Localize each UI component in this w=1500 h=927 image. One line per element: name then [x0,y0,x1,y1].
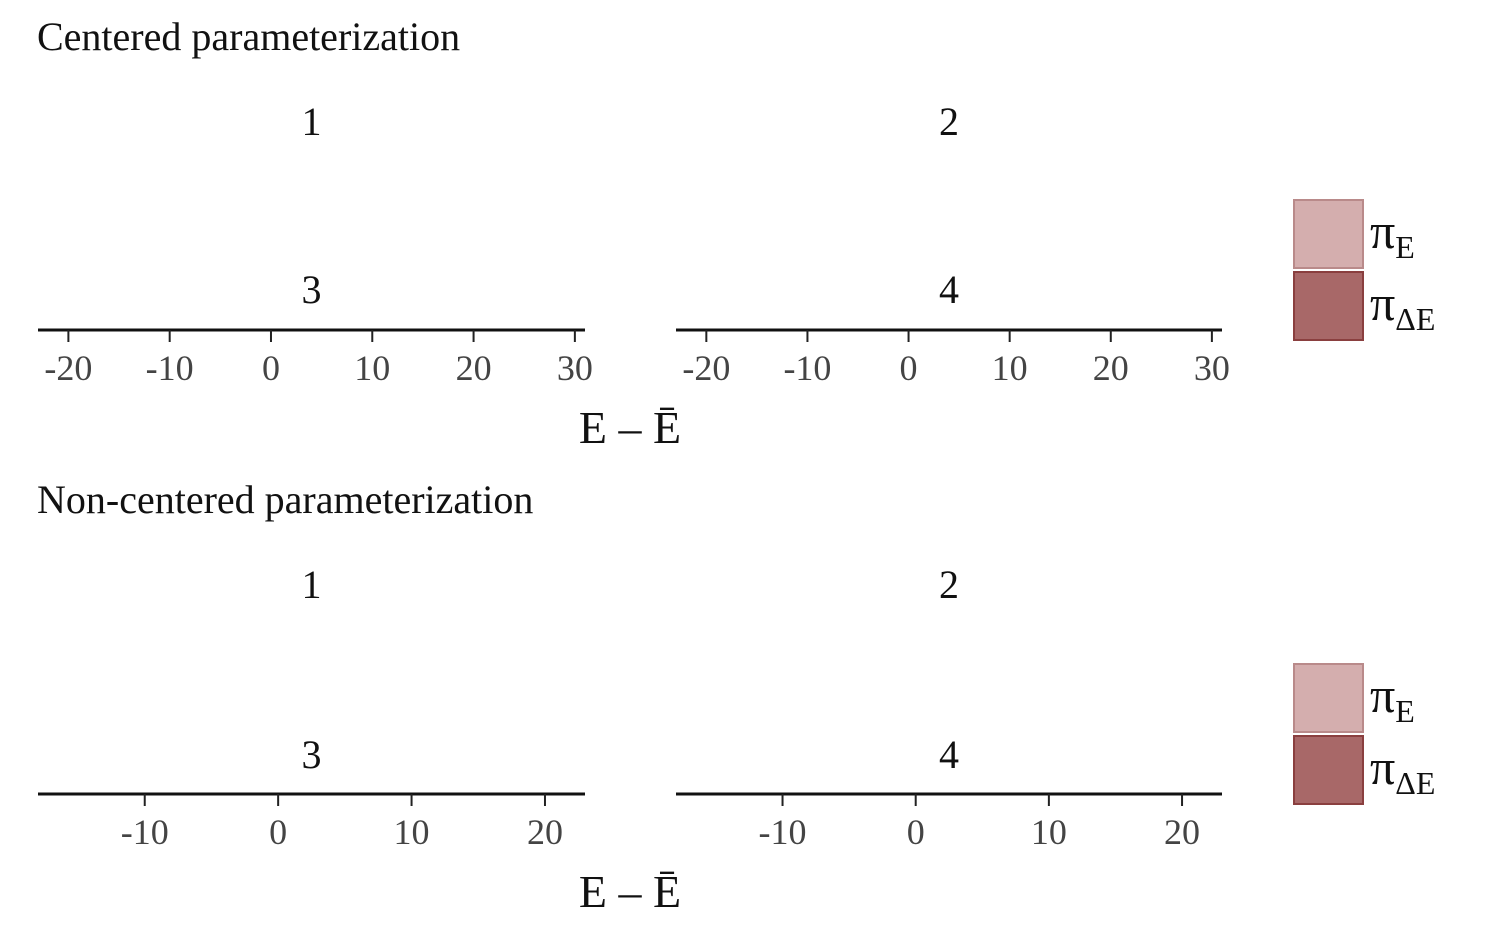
x-tick-label: 30 [1194,348,1230,388]
panel-strip-label: 3 [302,732,322,777]
legend-label-symbol: π [1370,203,1395,259]
legend-key [1293,735,1364,805]
x-tick-label: -10 [121,812,169,852]
legend-key [1293,271,1364,341]
panel-strip-label: 4 [939,732,959,777]
legend-label-symbol: π [1370,667,1395,723]
x-tick-label: 0 [269,812,287,852]
x-tick-label: 20 [527,812,563,852]
legend-label-subscript: ΔE [1395,765,1435,801]
legend-label-subscript: E [1395,229,1415,265]
x-tick-label: -10 [759,812,807,852]
x-tick-label: -20 [44,348,92,388]
legend-key [1293,199,1364,269]
x-tick-label: 20 [456,348,492,388]
x-tick-label: 10 [394,812,430,852]
legend-label-subscript: ΔE [1395,301,1435,337]
chart-title: Centered parameterization [37,14,460,59]
x-tick-label: 0 [907,812,925,852]
panel-strip-label: 1 [302,562,322,607]
panel-strip-label: 2 [939,562,959,607]
chart-1: Centered parameterization 1 2 3 4 -20 -10 0 10 20… [37,14,1435,453]
panel-strip-label: 3 [302,267,322,312]
panel-strip-label: 2 [939,99,959,144]
x-tick-label: -10 [146,348,194,388]
x-tick-label: 10 [1031,812,1067,852]
x-tick-label: 10 [992,348,1028,388]
chart-2: Non-centered parameterization 1 2 3 4 -10 0 10 2… [37,477,1435,917]
x-tick-label: 0 [900,348,918,388]
x-tick-label: 30 [557,348,593,388]
x-tick-label: 20 [1093,348,1129,388]
legend-label: πE [1370,667,1415,729]
chart-title: Non-centered parameterization [37,477,533,522]
panel-strip-label: 1 [302,99,322,144]
x-axis-title: E – Ē [579,402,681,453]
legend-label-symbol: π [1370,739,1395,795]
x-tick-label: 20 [1164,812,1200,852]
panel-strip-label: 4 [939,267,959,312]
legend-label-subscript: E [1395,693,1415,729]
x-tick-label: -10 [783,348,831,388]
x-tick-label: 0 [262,348,280,388]
x-tick-label: 10 [354,348,390,388]
legend-label: πΔE [1370,739,1435,801]
x-tick-label: -20 [682,348,730,388]
legend-label-symbol: π [1370,275,1395,331]
legend-key [1293,663,1364,733]
legend-label: πΔE [1370,275,1435,337]
x-axis-title: E – Ē [579,866,681,917]
legend-label: πE [1370,203,1415,265]
